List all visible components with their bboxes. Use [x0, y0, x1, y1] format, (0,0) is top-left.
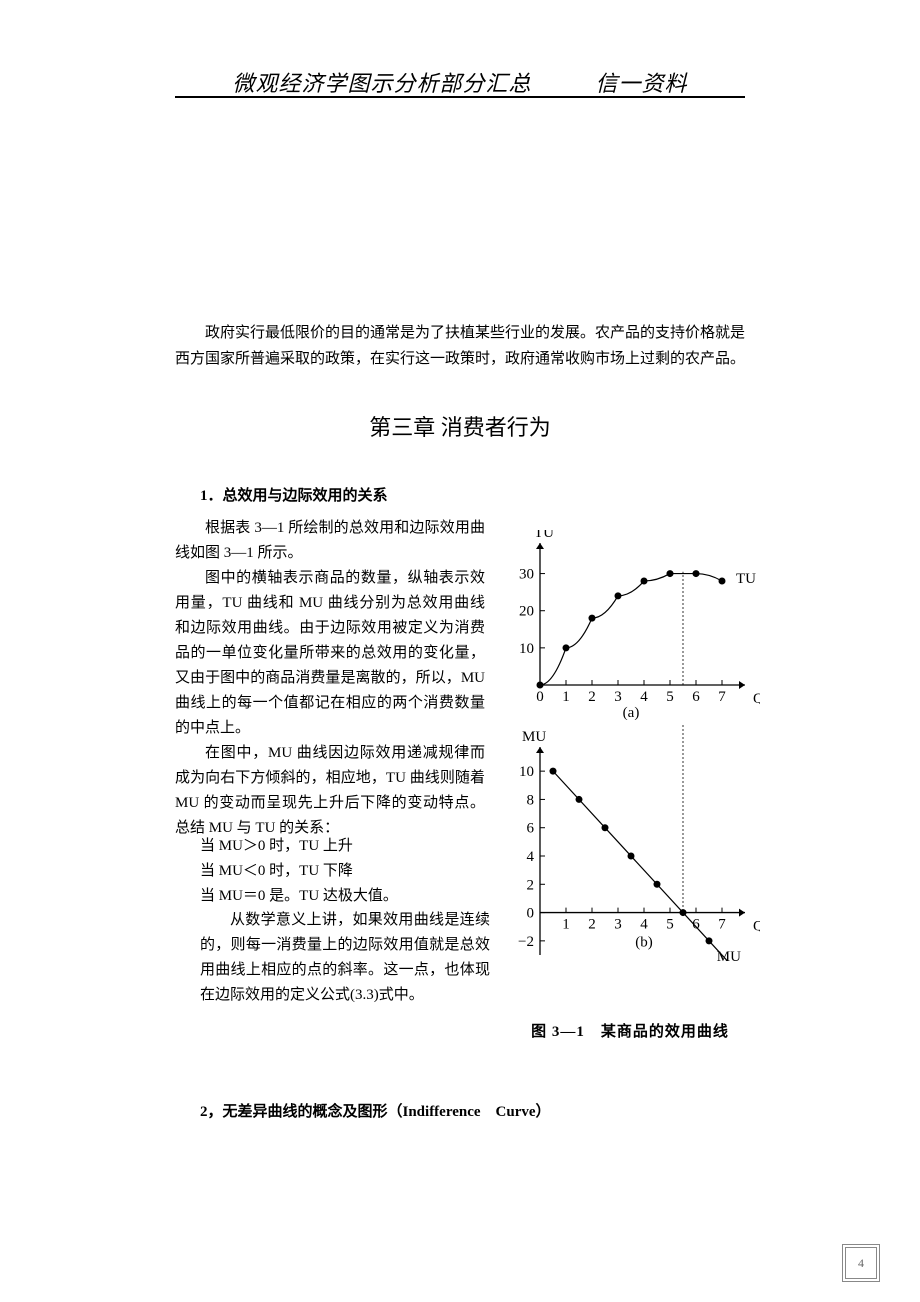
svg-text:5: 5 — [666, 917, 674, 933]
svg-text:6: 6 — [527, 821, 535, 837]
section1-title: 1．总效用与边际效用的关系 — [200, 484, 388, 505]
svg-text:MU: MU — [717, 949, 741, 965]
svg-text:(b): (b) — [635, 935, 653, 951]
page-number-box: 4 — [842, 1244, 880, 1282]
chapter-title: 第三章 消费者行为 — [0, 410, 920, 442]
svg-text:(a): (a) — [623, 705, 640, 720]
section1-p4: 从数学意义上讲，如果效用曲线是连续的，则每一消费量上的边际效用值就是总效用曲线上… — [200, 908, 490, 1008]
svg-text:1: 1 — [562, 689, 570, 705]
svg-text:3: 3 — [614, 917, 622, 933]
relation-line-3: 当 MU＝0 是。TU 达极大值。 — [200, 884, 398, 909]
section1-p3: 在图中，MU 曲线因边际效用递减规律而成为向右下方倾斜的，相应地，TU 曲线则随… — [175, 741, 485, 841]
svg-text:2: 2 — [588, 689, 596, 705]
svg-text:3: 3 — [614, 689, 622, 705]
chart-a-tu: 0 1 2 3 4 5 6 7 10 20 30 TU Q TU (a) — [500, 530, 760, 720]
svg-text:TU: TU — [534, 530, 554, 541]
svg-text:6: 6 — [692, 689, 700, 705]
header-title-right: 信一资料 — [596, 66, 688, 98]
relation-line-2: 当 MU＜0 时，TU 下降 — [200, 859, 398, 884]
svg-text:0: 0 — [536, 689, 544, 705]
svg-text:20: 20 — [519, 604, 534, 620]
chart-b-mu: 1234567−20246810MUQMU(b) — [500, 725, 760, 985]
svg-text:−2: −2 — [518, 934, 534, 950]
svg-text:8: 8 — [527, 792, 535, 808]
svg-text:TU: TU — [736, 571, 756, 587]
section1-relations: 当 MU＞0 时，TU 上升 当 MU＜0 时，TU 下降 当 MU＝0 是。T… — [200, 834, 398, 909]
header-title-left: 微观经济学图示分析部分汇总 — [232, 66, 531, 98]
svg-text:Q: Q — [753, 691, 760, 707]
svg-text:4: 4 — [527, 849, 535, 865]
page-number: 4 — [845, 1247, 877, 1279]
section1-p1: 根据表 3—1 所绘制的总效用和边际效用曲线如图 3—1 所示。 — [175, 516, 485, 566]
section1-p2: 图中的横轴表示商品的数量，纵轴表示效用量，TU 曲线和 MU 曲线分别为总效用曲… — [175, 566, 485, 741]
svg-text:10: 10 — [519, 764, 534, 780]
svg-text:Q: Q — [753, 919, 760, 935]
svg-text:1: 1 — [562, 917, 570, 933]
section2-title: 2，无差异曲线的概念及图形（Indifference Curve） — [200, 1100, 551, 1121]
section1-body-upper: 根据表 3—1 所绘制的总效用和边际效用曲线如图 3—1 所示。 图中的横轴表示… — [175, 516, 485, 841]
figure-caption: 图 3—1 某商品的效用曲线 — [500, 1020, 760, 1041]
svg-text:0: 0 — [527, 906, 535, 922]
figure-3-1: 01234567102030TUQTU(a) 1234567−20246810M… — [500, 530, 760, 990]
svg-text:5: 5 — [666, 689, 674, 705]
svg-text:30: 30 — [519, 567, 534, 583]
svg-text:7: 7 — [718, 917, 726, 933]
relation-line-1: 当 MU＞0 时，TU 上升 — [200, 834, 398, 859]
svg-text:2: 2 — [588, 917, 596, 933]
svg-text:4: 4 — [640, 917, 648, 933]
header-rule — [175, 96, 745, 98]
svg-text:MU: MU — [522, 729, 546, 745]
page-header: 微观经济学图示分析部分汇总 信一资料 — [0, 66, 920, 98]
section1-body-lower: 从数学意义上讲，如果效用曲线是连续的，则每一消费量上的边际效用值就是总效用曲线上… — [200, 908, 490, 1008]
intro-paragraph: 政府实行最低限价的目的通常是为了扶植某些行业的发展。农产品的支持价格就是西方国家… — [175, 320, 745, 372]
svg-text:4: 4 — [640, 689, 648, 705]
svg-text:7: 7 — [718, 689, 726, 705]
svg-text:10: 10 — [519, 641, 534, 657]
svg-text:2: 2 — [527, 877, 535, 893]
